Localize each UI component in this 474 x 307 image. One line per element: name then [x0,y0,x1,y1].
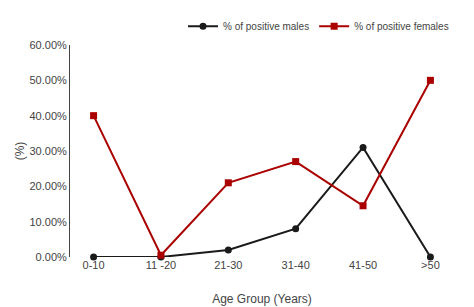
svg-text:50.00%: 50.00% [29,74,67,86]
svg-text:21-30: 21-30 [214,259,242,271]
svg-text:20.00%: 20.00% [29,180,67,192]
svg-text:40.00%: 40.00% [29,110,67,122]
svg-text:0.00%: 0.00% [36,251,67,263]
svg-text:Age Group (Years): Age Group (Years) [212,292,312,306]
svg-text:11 -20: 11 -20 [146,259,176,271]
svg-text:31-40: 31-40 [282,259,310,271]
svg-text:10.00%: 10.00% [29,216,67,228]
svg-text:>50: >50 [421,259,440,271]
svg-text:0-10: 0-10 [83,259,105,271]
svg-text:30.00%: 30.00% [29,145,67,157]
svg-text:% of positive males: % of positive males [223,21,309,32]
svg-text:41-50: 41-50 [349,259,377,271]
svg-text:60.00%: 60.00% [29,39,67,51]
svg-text:(%): (%) [13,142,27,161]
svg-text:% of positive females: % of positive females [354,21,449,32]
